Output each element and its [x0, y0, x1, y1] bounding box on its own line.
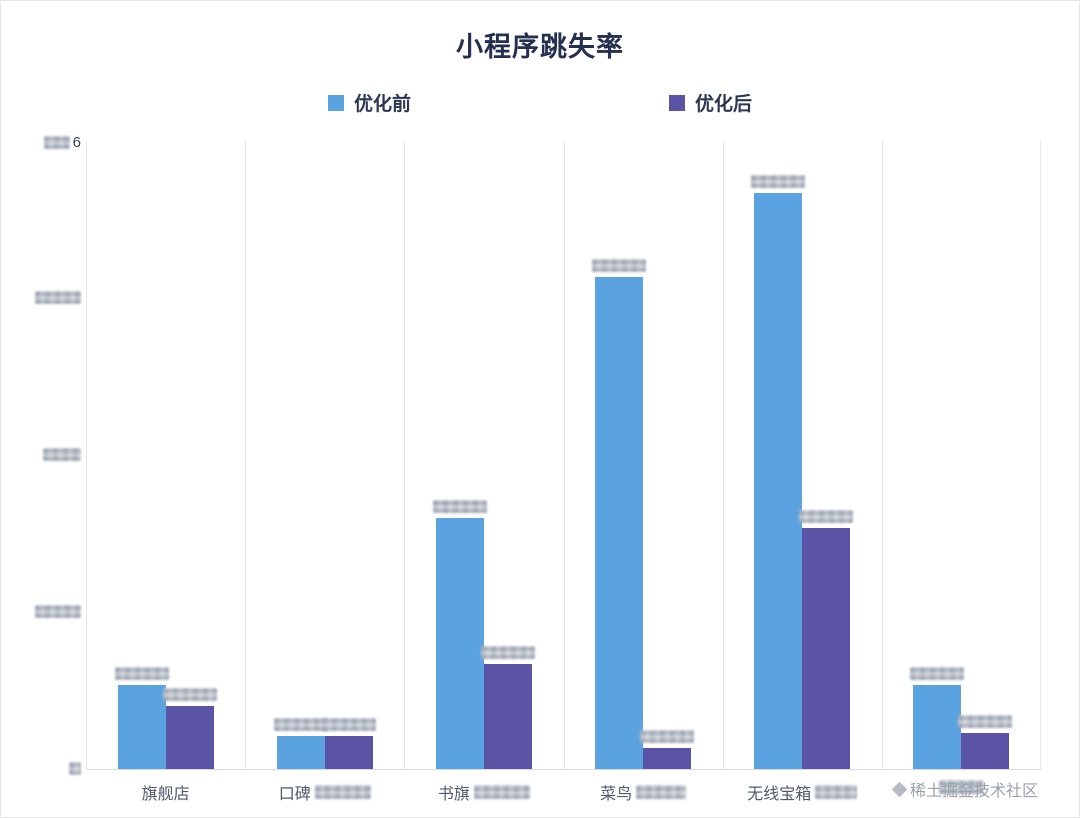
- y-axis-tick-blurred-part: [43, 136, 70, 149]
- legend-label-before: 优化前: [353, 94, 411, 115]
- chart-title: 小程序跳失率: [456, 32, 624, 62]
- blurred-data-label: [162, 688, 217, 702]
- gridline: [404, 141, 406, 769]
- bar-series2-cat1: [165, 706, 214, 769]
- legend-item-after: 优化后: [669, 89, 752, 116]
- bar-series2-cat3: [483, 664, 532, 769]
- legend: 优化前 优化后: [1, 89, 1079, 116]
- x-axis-label-cat3: 书旗: [404, 780, 563, 804]
- legend-swatch-before: [327, 94, 344, 111]
- x-axis-label-cat4: 菜鸟: [564, 780, 723, 804]
- y-axis-tick: [69, 762, 81, 775]
- gridline: [563, 141, 565, 769]
- x-axis-label-text: 无线宝箱: [747, 786, 812, 803]
- legend-item-before: 优化前: [327, 89, 411, 116]
- y-axis-tick: [43, 448, 81, 461]
- y-axis-tick-blurred-part: [35, 605, 81, 618]
- bar-series1-cat6: [913, 685, 962, 769]
- bar-series2-cat5: [802, 528, 851, 769]
- x-axis-label-blurred-part: [815, 785, 858, 799]
- x-axis-label-blurred-part: [636, 785, 687, 799]
- blurred-data-label: [799, 510, 854, 524]
- x-axis-label-text: 口碑: [278, 786, 311, 803]
- plot-area: 旗舰店 口碑 书旗 菜鸟 无线宝箱: [86, 141, 1041, 803]
- blurred-data-label: [910, 667, 965, 681]
- blurred-data-label: [432, 499, 487, 513]
- bar-series1-cat1: [117, 685, 166, 769]
- x-axis-label-text: 旗舰店: [141, 786, 190, 803]
- bar-series2-cat4: [643, 748, 692, 769]
- bar-series1-cat3: [435, 517, 484, 769]
- x-axis-label-cat2: 口碑: [245, 780, 404, 804]
- y-axis: 6: [1, 134, 81, 775]
- blurred-data-label: [751, 175, 806, 189]
- watermark-logo-icon: [891, 781, 908, 797]
- blurred-data-label: [592, 259, 647, 273]
- watermark-text: 稀土掘金技术社区: [910, 783, 1039, 800]
- x-axis-label-blurred-part: [314, 785, 371, 799]
- blurred-data-label: [321, 717, 376, 731]
- x-axis-label-text: 书旗: [437, 786, 470, 803]
- blurred-data-label: [480, 646, 535, 660]
- y-axis-tick: 6: [43, 134, 81, 151]
- blurred-data-label: [273, 717, 328, 731]
- x-axis-label-blurred-part: [473, 785, 530, 799]
- y-axis-tick-blurred-part: [35, 291, 81, 304]
- y-axis-tick: [35, 605, 81, 618]
- bar-series1-cat5: [754, 193, 803, 769]
- gridline: [881, 141, 883, 769]
- gridline: [245, 141, 247, 769]
- legend-label-after: 优化后: [695, 94, 753, 115]
- bar-series1-cat2: [276, 735, 325, 769]
- x-axis-label-cat1: 旗舰店: [86, 780, 245, 804]
- blurred-data-label: [958, 715, 1013, 729]
- y-axis-tick-blurred-part: [43, 448, 81, 461]
- gridline: [722, 141, 724, 769]
- watermark: 稀土掘金技术社区: [891, 777, 1039, 801]
- x-axis-label-cat5: 无线宝箱: [723, 780, 882, 804]
- x-axis-label-text: 菜鸟: [600, 786, 633, 803]
- bar-series1-cat4: [595, 277, 644, 769]
- y-axis-tick: [35, 291, 81, 304]
- blurred-data-label: [114, 667, 169, 681]
- gridline: [86, 141, 87, 769]
- x-axis-label-blurred-part: [939, 780, 984, 794]
- y-axis-top-tick-text: 6: [72, 134, 81, 151]
- blurred-data-label: [640, 730, 695, 744]
- legend-swatch-after: [669, 94, 685, 111]
- bar-series2-cat2: [324, 735, 373, 769]
- x-axis-label-cat6: [882, 780, 1041, 794]
- bar-series2-cat6: [961, 733, 1010, 769]
- y-axis-tick-blurred-part: [69, 762, 81, 775]
- gridline: [1040, 141, 1041, 769]
